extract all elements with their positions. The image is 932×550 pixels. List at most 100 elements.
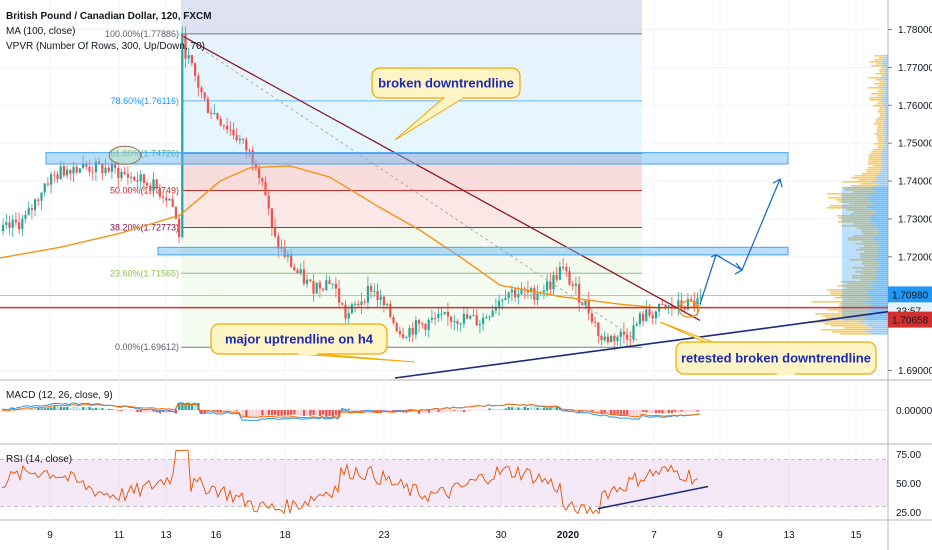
vp-bar bbox=[884, 91, 888, 93]
vp-bar bbox=[883, 103, 888, 105]
vp-bar bbox=[830, 325, 868, 327]
vp-bar bbox=[872, 105, 883, 107]
macd-bar bbox=[373, 410, 376, 411]
vp-bar bbox=[869, 297, 888, 299]
x-tick-label: 13 bbox=[783, 530, 795, 541]
vp-bar bbox=[870, 215, 888, 217]
vp-bar bbox=[873, 287, 888, 289]
macd-legend: MACD (12, 26, close, 9) bbox=[6, 390, 113, 401]
vp-bar bbox=[878, 173, 888, 175]
candle-body bbox=[296, 270, 299, 274]
candle-body bbox=[405, 337, 408, 339]
vp-bar bbox=[871, 303, 888, 305]
candle-body bbox=[382, 296, 385, 306]
macd-bar bbox=[142, 410, 146, 413]
vp-bar bbox=[883, 63, 888, 65]
vp-bar bbox=[851, 267, 876, 269]
candle-body bbox=[466, 313, 469, 319]
candle-body bbox=[165, 197, 168, 201]
macd-bar bbox=[610, 410, 613, 415]
candle-body bbox=[43, 183, 46, 193]
candle-body bbox=[210, 112, 213, 115]
arrow-head bbox=[734, 262, 743, 275]
macd-bar bbox=[69, 408, 72, 410]
candle-body bbox=[254, 163, 257, 169]
vp-bar bbox=[822, 315, 865, 317]
vp-bar bbox=[874, 259, 888, 261]
vp-bar bbox=[872, 149, 883, 151]
candle-body bbox=[277, 236, 280, 249]
vp-bar bbox=[879, 245, 888, 247]
fib-label: 50.00%(1.73749) bbox=[110, 186, 179, 196]
vp-bar bbox=[875, 79, 884, 81]
signal-line bbox=[1, 403, 700, 419]
macd-bar bbox=[165, 410, 168, 413]
candle-body bbox=[331, 283, 334, 285]
candle-body bbox=[98, 161, 101, 164]
vp-bar bbox=[875, 235, 888, 237]
vp-bar bbox=[870, 311, 888, 313]
vp-bar bbox=[868, 159, 882, 161]
macd-bar bbox=[283, 410, 286, 416]
candle-body bbox=[232, 129, 235, 136]
candle-body bbox=[40, 192, 43, 201]
vp-bar bbox=[835, 199, 870, 201]
macd-bar bbox=[440, 410, 443, 414]
macd-bar bbox=[530, 406, 533, 410]
macd-bar bbox=[107, 408, 110, 410]
candle-body bbox=[629, 339, 632, 341]
macd-bar bbox=[110, 409, 114, 410]
candle-body bbox=[440, 313, 443, 315]
vp-bar bbox=[867, 167, 881, 169]
resistance-zone bbox=[157, 246, 789, 256]
candle-body bbox=[181, 34, 184, 238]
candle-body bbox=[261, 177, 264, 182]
vp-bar bbox=[871, 93, 883, 95]
y-tick-label: 1.69000 bbox=[898, 366, 932, 377]
fib-label: 78.60%(1.76116) bbox=[111, 96, 179, 106]
macd-bar bbox=[94, 407, 98, 410]
candle-body bbox=[568, 271, 571, 285]
macd-bar bbox=[488, 408, 491, 410]
candle-body bbox=[475, 315, 478, 326]
vp-bar bbox=[850, 213, 876, 215]
macd-bar bbox=[53, 406, 56, 410]
highlight-ellipse bbox=[108, 145, 142, 165]
macd-bar bbox=[75, 406, 78, 410]
macd-bar bbox=[699, 410, 702, 411]
macd-bar bbox=[638, 410, 642, 417]
vp-bar bbox=[884, 109, 888, 111]
candle-body bbox=[389, 303, 392, 318]
candle-body bbox=[648, 309, 651, 316]
macd-bar bbox=[158, 410, 162, 414]
vp-bar bbox=[884, 127, 888, 129]
vp-bar bbox=[849, 259, 875, 261]
macd-bar bbox=[331, 410, 334, 417]
vp-bar bbox=[877, 141, 885, 143]
vp-bar bbox=[877, 117, 885, 119]
macd-bar bbox=[117, 410, 120, 411]
vp-bar bbox=[864, 315, 888, 317]
vp-bar bbox=[879, 107, 885, 109]
macd-bar bbox=[261, 410, 264, 416]
macd-line bbox=[1, 402, 700, 421]
vp-bar bbox=[884, 147, 888, 149]
macd-bar bbox=[88, 407, 91, 410]
vp-bar bbox=[878, 273, 888, 275]
vp-bar bbox=[854, 223, 877, 225]
macd-bar bbox=[270, 410, 274, 416]
vp-bar bbox=[867, 325, 888, 327]
vp-bar bbox=[880, 167, 888, 169]
candle-body bbox=[472, 315, 475, 317]
vp-bar bbox=[878, 89, 885, 91]
ma-price-label: 1.70658 bbox=[892, 316, 929, 327]
macd-tick-label: 0.00000 bbox=[896, 406, 932, 417]
candle-body bbox=[354, 303, 357, 305]
vp-bar bbox=[877, 95, 885, 97]
vp-bar bbox=[877, 127, 885, 129]
macd-bar bbox=[328, 410, 331, 417]
macd-bar bbox=[616, 410, 619, 415]
vp-bar bbox=[878, 109, 885, 111]
candle-body bbox=[101, 163, 104, 174]
x-tick-label: 11 bbox=[114, 530, 125, 541]
